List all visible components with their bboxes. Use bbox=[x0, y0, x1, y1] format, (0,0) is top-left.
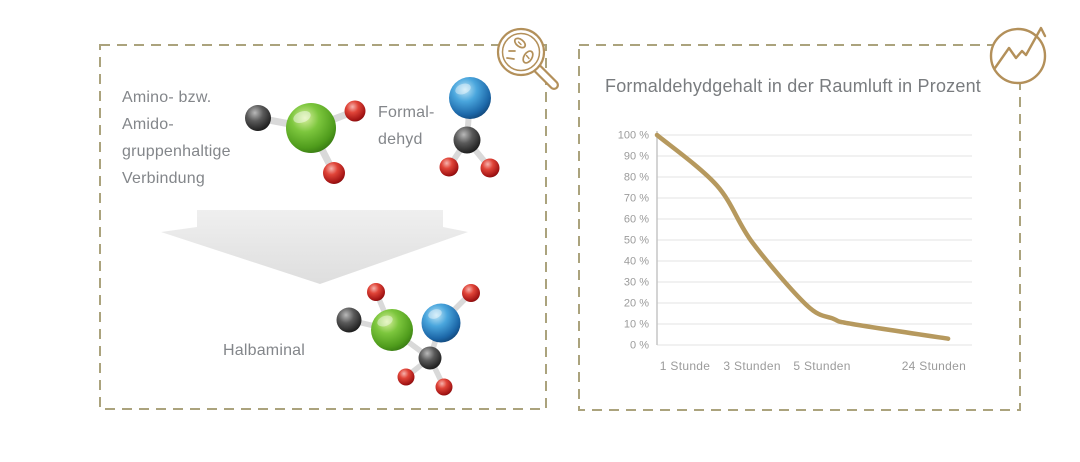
trend-line-circle-icon bbox=[989, 26, 1047, 85]
formaldehyde-decay-line-chart: 100 % 90 % 80 % 70 % 60 % 50 % 40 % 30 % 20 % 10 … bbox=[618, 130, 972, 373]
microbe-glyphs bbox=[506, 37, 534, 64]
svg-text:90 %: 90 % bbox=[624, 151, 649, 163]
chart-title: Formaldehydgehalt in der Raumluft in Pro… bbox=[605, 76, 981, 96]
product-label: Halbaminal bbox=[223, 342, 306, 359]
left-panel-border bbox=[99, 44, 547, 410]
svg-text:30 %: 30 % bbox=[624, 277, 649, 289]
svg-text:40 %: 40 % bbox=[624, 256, 649, 268]
magnifier-microbes-icon bbox=[496, 27, 559, 90]
svg-text:20 %: 20 % bbox=[624, 298, 649, 310]
trend-line bbox=[654, 132, 951, 341]
halbaminal-molecule bbox=[336, 283, 480, 396]
svg-text:80 %: 80 % bbox=[624, 172, 649, 184]
formaldehyde-label: Formal- dehyd bbox=[378, 104, 435, 148]
svg-text:5 Stunden: 5 Stunden bbox=[793, 359, 850, 373]
svg-text:60 %: 60 % bbox=[624, 214, 649, 226]
down-arrow-icon bbox=[161, 210, 468, 284]
y-tick-labels: 100 % 90 % 80 % 70 % 60 % 50 % 40 % 30 % 20 % 10 … bbox=[618, 130, 649, 352]
amino-compound-molecule bbox=[245, 100, 366, 184]
svg-text:50 %: 50 % bbox=[624, 235, 649, 247]
svg-text:10 %: 10 % bbox=[624, 319, 649, 331]
svg-text:70 %: 70 % bbox=[624, 193, 649, 205]
svg-text:3 Stunden: 3 Stunden bbox=[723, 359, 780, 373]
reactant-label: Amino- bzw. Amido- gruppenhaltige Verbin… bbox=[122, 89, 231, 187]
reaction-graphics bbox=[161, 77, 500, 396]
svg-text:24 Stunden: 24 Stunden bbox=[902, 359, 966, 373]
chart-panel: Formaldehydgehalt in der Raumluft in Pro… bbox=[578, 44, 1021, 411]
formaldehyde-molecule bbox=[439, 77, 500, 178]
right-panel-border bbox=[578, 44, 1021, 411]
svg-text:1 Stunde: 1 Stunde bbox=[660, 359, 710, 373]
svg-text:0 %: 0 % bbox=[630, 340, 649, 352]
reaction-diagram-panel: Amino- bzw. Amido- gruppenhaltige Verbin… bbox=[99, 44, 547, 410]
svg-text:100 %: 100 % bbox=[618, 130, 649, 142]
x-tick-labels: 1 Stunde 3 Stunden 5 Stunden 24 Stunden bbox=[660, 359, 966, 373]
gridlines bbox=[657, 134, 972, 346]
